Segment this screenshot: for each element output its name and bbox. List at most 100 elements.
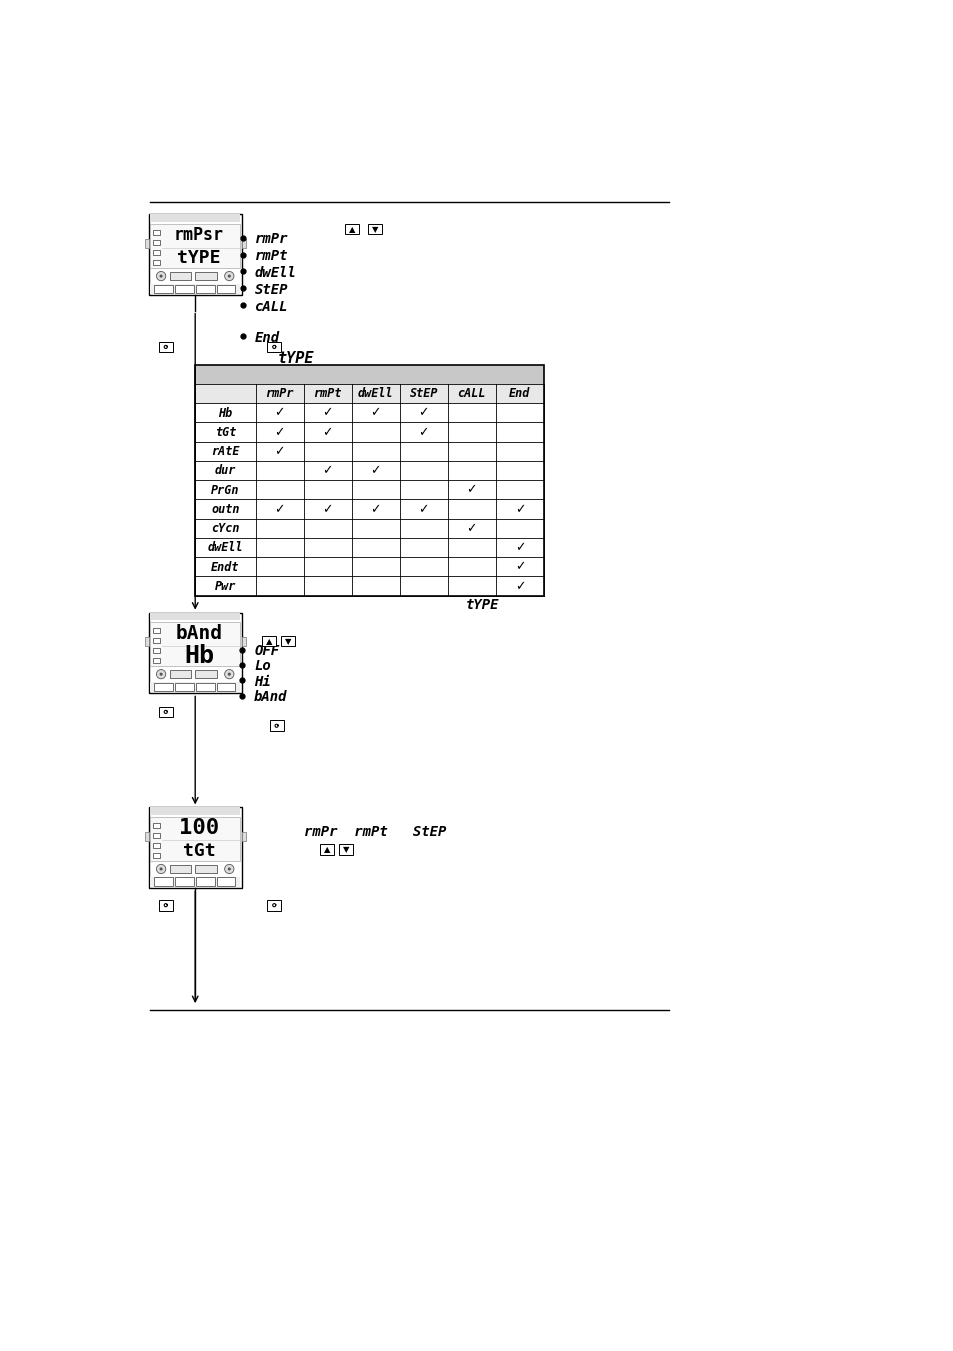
Bar xyxy=(149,808,241,888)
Bar xyxy=(145,638,149,646)
Bar xyxy=(216,285,235,293)
Text: rmPsr: rmPsr xyxy=(173,226,224,245)
Bar xyxy=(154,285,172,293)
Bar xyxy=(281,636,294,646)
Bar xyxy=(150,877,240,886)
Bar xyxy=(241,832,245,842)
Text: tYPE: tYPE xyxy=(277,351,314,366)
Bar xyxy=(145,832,149,842)
Text: dwEll: dwEll xyxy=(208,542,243,554)
Bar xyxy=(195,384,543,403)
Bar xyxy=(152,259,159,265)
Circle shape xyxy=(228,673,231,676)
Bar xyxy=(368,224,381,235)
Text: ▼: ▼ xyxy=(372,224,377,234)
Bar xyxy=(150,612,240,620)
Text: rmPr: rmPr xyxy=(254,232,288,246)
Bar xyxy=(150,621,240,666)
Text: rmPr: rmPr xyxy=(265,388,294,400)
Bar xyxy=(195,682,214,692)
Bar xyxy=(270,720,283,731)
Text: tGt: tGt xyxy=(214,426,235,439)
Text: StEP: StEP xyxy=(409,388,437,400)
Text: End: End xyxy=(254,331,280,345)
Text: rmPt: rmPt xyxy=(254,249,288,263)
Bar xyxy=(150,215,240,222)
Text: OFF: OFF xyxy=(253,644,279,658)
Text: ✓: ✓ xyxy=(418,426,429,439)
Text: outn: outn xyxy=(211,503,239,516)
Bar xyxy=(150,682,240,692)
Bar xyxy=(170,670,192,678)
Bar xyxy=(195,480,543,500)
Bar xyxy=(267,900,281,911)
Text: Pwr: Pwr xyxy=(214,580,235,593)
Text: bAnd: bAnd xyxy=(175,624,222,643)
Bar xyxy=(195,519,543,538)
Circle shape xyxy=(228,274,231,277)
Bar xyxy=(195,557,543,577)
Bar xyxy=(152,658,159,663)
Bar xyxy=(158,342,172,353)
Bar xyxy=(170,273,192,280)
Bar xyxy=(344,224,358,235)
Text: ✓: ✓ xyxy=(274,503,285,516)
Bar xyxy=(145,239,149,249)
Text: tGt: tGt xyxy=(183,842,215,859)
Text: ✓: ✓ xyxy=(514,542,524,554)
Bar xyxy=(152,823,159,828)
Circle shape xyxy=(156,865,166,874)
Text: ✓: ✓ xyxy=(322,465,333,477)
Bar xyxy=(152,648,159,654)
Bar xyxy=(152,852,159,858)
Text: StEP: StEP xyxy=(254,282,288,297)
Bar xyxy=(195,365,543,384)
Text: ✓: ✓ xyxy=(466,521,476,535)
Bar xyxy=(241,638,245,646)
Bar xyxy=(150,284,240,293)
Text: Hb: Hb xyxy=(218,407,233,420)
Text: PrGn: PrGn xyxy=(211,484,239,497)
Text: cALL: cALL xyxy=(457,388,486,400)
Bar xyxy=(152,240,159,246)
Text: Lo: Lo xyxy=(253,659,271,673)
Text: ▲: ▲ xyxy=(265,636,272,646)
Bar xyxy=(150,816,240,862)
Text: ✓: ✓ xyxy=(322,503,333,516)
Bar xyxy=(158,900,172,911)
Bar xyxy=(149,215,241,296)
Text: ✓: ✓ xyxy=(514,503,524,516)
Text: ▼: ▼ xyxy=(285,636,292,646)
Bar xyxy=(150,224,240,269)
Circle shape xyxy=(224,670,233,678)
Circle shape xyxy=(224,865,233,874)
Circle shape xyxy=(159,867,162,870)
Bar xyxy=(195,877,214,886)
Text: ▼: ▼ xyxy=(343,846,349,854)
Bar xyxy=(149,612,241,693)
Bar xyxy=(319,844,334,855)
Text: tYPE: tYPE xyxy=(177,249,220,266)
Text: ✓: ✓ xyxy=(274,407,285,420)
Text: ✓: ✓ xyxy=(418,407,429,420)
Bar xyxy=(195,670,216,678)
Text: ▲: ▲ xyxy=(348,224,355,234)
Bar xyxy=(195,365,543,596)
Text: ✓: ✓ xyxy=(322,426,333,439)
Bar xyxy=(195,577,543,596)
Bar xyxy=(174,682,193,692)
Text: ✓: ✓ xyxy=(370,407,380,420)
Bar xyxy=(195,538,543,557)
Text: tYPE: tYPE xyxy=(465,598,498,612)
Bar xyxy=(152,628,159,634)
Circle shape xyxy=(228,867,231,870)
Text: ✓: ✓ xyxy=(514,580,524,593)
Bar xyxy=(152,230,159,235)
Text: ▲: ▲ xyxy=(323,846,330,854)
Text: rmPr  rmPt   StEP: rmPr rmPt StEP xyxy=(303,825,446,839)
Text: 100: 100 xyxy=(179,819,219,838)
Text: ✓: ✓ xyxy=(418,503,429,516)
Bar xyxy=(195,865,216,873)
Text: dwEll: dwEll xyxy=(357,388,394,400)
Bar xyxy=(152,843,159,848)
